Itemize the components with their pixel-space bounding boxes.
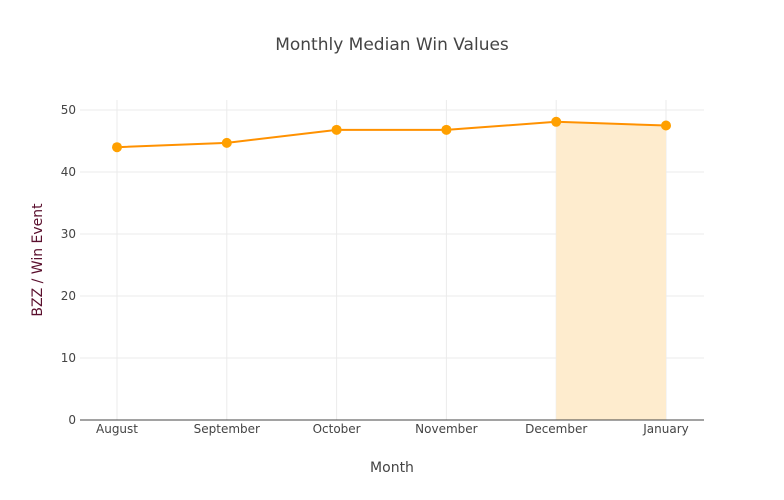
axes: 0 10 20 30 40 50 August September October Novembe… <box>61 103 704 436</box>
data-point <box>112 142 122 153</box>
data-point <box>441 124 452 135</box>
data-point <box>551 116 562 127</box>
grid <box>80 100 704 420</box>
x-tick-label: October <box>313 422 361 436</box>
x-tick-label: September <box>194 422 260 436</box>
chart-title: Monthly Median Win Values <box>275 35 509 55</box>
series-points <box>112 116 671 153</box>
y-tick-label: 50 <box>61 103 76 117</box>
x-tick-label: August <box>96 422 138 436</box>
data-point <box>221 137 232 148</box>
series-line <box>116 120 667 149</box>
x-tick-label: January <box>642 422 689 436</box>
y-axis-label: BZZ / Win Event <box>30 203 46 317</box>
highlight-region <box>556 121 666 420</box>
data-point <box>331 124 342 135</box>
x-axis-label: Month <box>370 460 414 476</box>
x-tick-label: November <box>415 422 477 436</box>
y-tick-label: 30 <box>61 227 76 241</box>
y-tick-label: 20 <box>61 289 76 303</box>
y-tick-label: 40 <box>61 165 76 179</box>
y-tick-label: 10 <box>61 351 76 365</box>
data-point <box>661 120 671 131</box>
y-tick-label: 0 <box>68 413 76 427</box>
x-tick-label: December <box>525 422 587 436</box>
